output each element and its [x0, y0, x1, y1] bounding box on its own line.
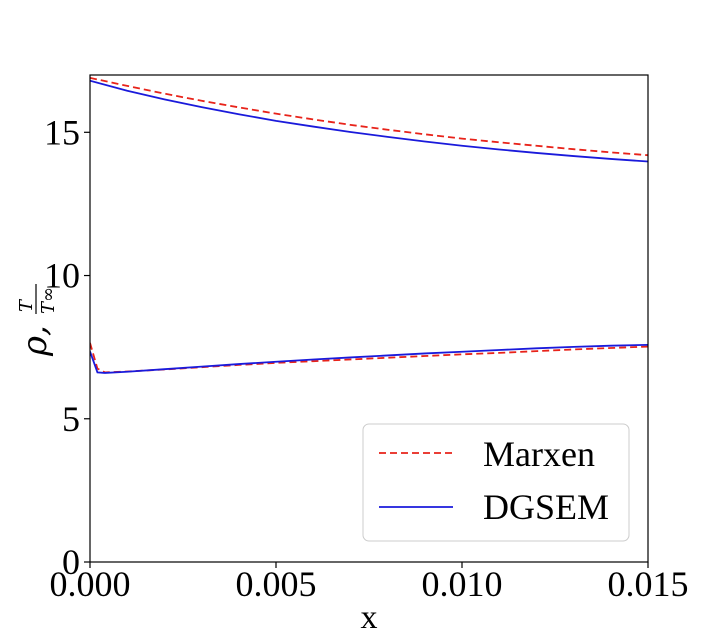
- series-group: [90, 76, 648, 374]
- y-axis-label-main: ρ,: [15, 325, 55, 357]
- y-tick-label: 0: [62, 542, 80, 582]
- x-tick-label: 0.005: [236, 564, 317, 604]
- y-axis-label-denominator: T∞: [38, 287, 59, 314]
- y-axis-ticks: 0 5 10 15: [44, 112, 90, 582]
- legend-label-marxen: Marxen: [483, 434, 595, 474]
- legend: Marxen DGSEM: [362, 423, 630, 542]
- y-axis-label: ρ, T T∞: [15, 284, 59, 357]
- x-tick-label: 0.010: [422, 564, 503, 604]
- series-line-dgsem-temperature: [90, 79, 648, 163]
- y-axis-label-numerator: T: [16, 298, 37, 312]
- y-tick-label: 5: [62, 399, 80, 439]
- x-tick-label: 0.015: [608, 564, 689, 604]
- y-tick-label: 15: [44, 112, 80, 152]
- y-tick-label: 10: [44, 256, 80, 296]
- plot-frame: [89, 74, 649, 563]
- series-line-marxen-temperature: [90, 76, 648, 157]
- series-line-marxen-density: [90, 342, 648, 374]
- x-axis-ticks: 0.000 0.005 0.010 0.015: [50, 562, 689, 604]
- x-tick-label: 0.000: [50, 564, 131, 604]
- series-line-dgsem-density: [90, 343, 648, 374]
- legend-label-dgsem: DGSEM: [483, 487, 609, 527]
- x-axis-label: x: [361, 599, 378, 630]
